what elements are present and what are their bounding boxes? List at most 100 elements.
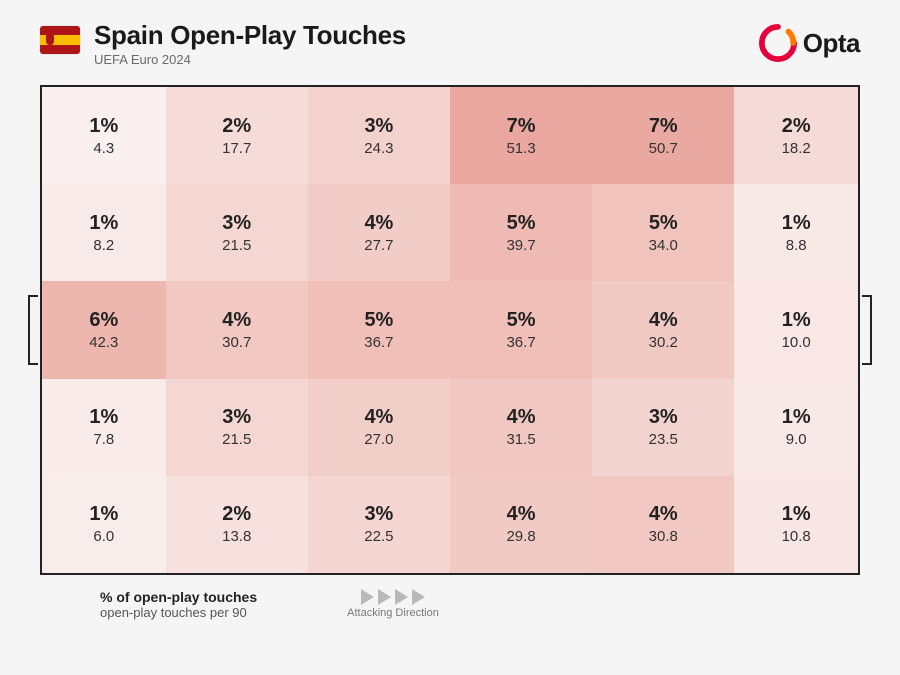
legend-text: % of open-play touches open-play touches… [100,589,257,620]
heatmap-row: 1%6.02%13.83%22.54%29.84%30.81%10.8 [42,476,858,573]
legend-line2: open-play touches per 90 [100,605,257,620]
cell-percent: 1% [782,309,811,332]
heatmap-cell: 2% 18.2 [734,87,858,184]
cell-percent: 1% [89,212,118,235]
heatmap-row: 1%7.83%21.54%27.04%31.53%23.51%9.0 [42,379,858,476]
cell-percent: 5% [507,212,536,235]
cell-percent: 4% [507,406,536,429]
cell-value: 9.0 [786,431,807,448]
cell-percent: 4% [364,406,393,429]
cell-value: 30.8 [649,528,678,545]
flag-stripe-bot [40,45,80,54]
cell-percent: 7% [507,115,536,138]
heatmap-cell: 5% 39.7 [450,184,592,281]
heatmap-cell: 4% 30.2 [592,281,734,378]
cell-percent: 1% [89,503,118,526]
heatmap-row: 1%4.32%17.73%24.37%51.37%50.72%18.2 [42,87,858,184]
cell-value: 51.3 [506,140,535,157]
cell-value: 30.2 [649,334,678,351]
attacking-direction: Attacking Direction [347,589,439,619]
pitch-heatmap: 1%4.32%17.73%24.37%51.37%50.72%18.21%8.2… [40,85,860,575]
chart-title: Spain Open-Play Touches [94,20,406,51]
cell-percent: 2% [222,115,251,138]
cell-value: 21.5 [222,237,251,254]
title-block: Spain Open-Play Touches UEFA Euro 2024 [94,20,406,67]
cell-value: 21.5 [222,431,251,448]
cell-value: 17.7 [222,140,251,157]
heatmap-cell: 1%8.8 [734,184,858,281]
cell-value: 7.8 [93,431,114,448]
cell-value: 27.7 [364,237,393,254]
cell-value: 10.8 [782,528,811,545]
heatmap-cell: 4% 30.7 [166,281,308,378]
heatmap-cell: 1%9.0 [734,379,858,476]
cell-value: 13.8 [222,528,251,545]
header: Spain Open-Play Touches UEFA Euro 2024 O… [40,20,860,67]
cell-percent: 3% [364,503,393,526]
heatmap-cell: 3%22.5 [308,476,450,573]
figure-root: Spain Open-Play Touches UEFA Euro 2024 O… [0,0,900,675]
heatmap-cell: 1%7.8 [42,379,166,476]
heatmap-cell: 3% 21.5 [166,379,308,476]
heatmap-cell: 1% 10.0 [734,281,858,378]
cell-percent: 1% [782,503,811,526]
direction-label: Attacking Direction [347,607,439,619]
brand-logo: Opta [759,24,860,62]
cell-percent: 3% [364,115,393,138]
heatmap-cell: 2% 17.7 [166,87,308,184]
cell-percent: 5% [364,309,393,332]
cell-value: 30.7 [222,334,251,351]
cell-percent: 3% [222,406,251,429]
cell-value: 6.0 [93,528,114,545]
cell-value: 31.5 [506,431,535,448]
heatmap-cell: 5%36.7 [308,281,450,378]
cell-value: 50.7 [649,140,678,157]
heatmap-cell: 3% 23.5 [592,379,734,476]
cell-value: 8.8 [786,237,807,254]
heatmap-cell: 1%6.0 [42,476,166,573]
cell-percent: 2% [222,503,251,526]
flag-stripe-mid [40,35,80,46]
heatmap-row: 6%42.34%30.75%36.75%36.74%30.21%10.0 [42,281,858,378]
goal-right-icon [862,295,872,365]
heatmap-cell: 4% 30.8 [592,476,734,573]
direction-arrows-icon [361,589,425,605]
heatmap-cell: 4%27.0 [308,379,450,476]
heatmap-cell: 1% 10.8 [734,476,858,573]
heatmap-cell: 5%36.7 [450,281,592,378]
cell-percent: 2% [782,115,811,138]
chart-subtitle: UEFA Euro 2024 [94,52,406,67]
cell-value: 18.2 [782,140,811,157]
spain-flag-icon [40,26,80,54]
cell-value: 42.3 [89,334,118,351]
cell-percent: 4% [649,503,678,526]
legend: % of open-play touches open-play touches… [40,589,860,620]
heatmap-cell: 6%42.3 [42,281,166,378]
cell-percent: 4% [222,309,251,332]
cell-percent: 1% [89,115,118,138]
cell-percent: 4% [364,212,393,235]
cell-value: 10.0 [782,334,811,351]
cell-value: 23.5 [649,431,678,448]
cell-percent: 1% [89,406,118,429]
cell-percent: 4% [507,503,536,526]
heatmap-cell: 2% 13.8 [166,476,308,573]
cell-value: 39.7 [506,237,535,254]
heatmap-grid: 1%4.32%17.73%24.37%51.37%50.72%18.21%8.2… [40,85,860,575]
heatmap-cell: 1%4.3 [42,87,166,184]
cell-value: 24.3 [364,140,393,157]
cell-percent: 1% [782,406,811,429]
cell-percent: 3% [649,406,678,429]
cell-percent: 4% [649,309,678,332]
cell-value: 36.7 [506,334,535,351]
heatmap-cell: 7% 51.3 [450,87,592,184]
heatmap-cell: 1%8.2 [42,184,166,281]
goal-left-icon [28,295,38,365]
cell-value: 29.8 [506,528,535,545]
cell-percent: 5% [649,212,678,235]
heatmap-cell: 4% 27.7 [308,184,450,281]
flag-emblem [46,35,54,45]
heatmap-cell: 3% 24.3 [308,87,450,184]
heatmap-cell: 4% 31.5 [450,379,592,476]
cell-value: 4.3 [93,140,114,157]
